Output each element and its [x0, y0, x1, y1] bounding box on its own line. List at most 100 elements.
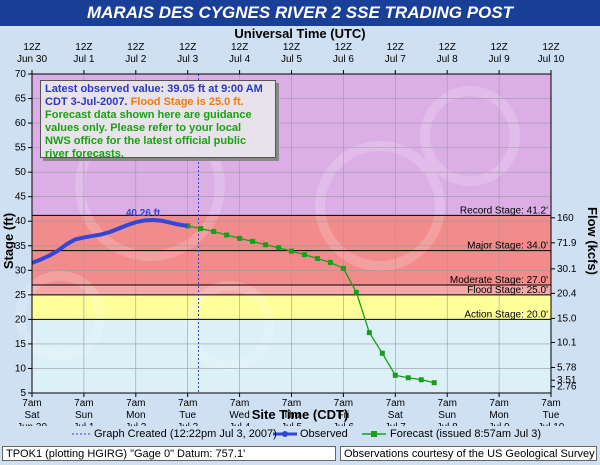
note-line-5: NWS office for the latest official publi… [45, 135, 247, 147]
top-tick-label: 12Z [127, 42, 144, 53]
forecast-point [379, 350, 385, 356]
bottom-tick-label: Sun [75, 410, 93, 421]
legend-forecast-marker [371, 431, 377, 437]
forecast-point [392, 372, 398, 378]
bottom-axis-title: Site Time (CDT) [252, 407, 349, 422]
y-tick-label: 70 [15, 69, 27, 80]
bottom-tick-label: Fri [338, 410, 350, 421]
note-line-2: CDT 3-Jul-2007. Flood Stage is 25.0 ft. [45, 96, 271, 109]
stage-line-label: Record Stage: 41.2' [460, 205, 548, 216]
bottom-tick-label: 7am [334, 398, 353, 409]
forecast-point [250, 238, 256, 244]
bottom-tick-label: Tue [179, 410, 196, 421]
watermark-circle-4 [185, 281, 275, 371]
bottom-tick-label: Jul 5 [281, 422, 303, 426]
bottom-tick-label: Mon [126, 410, 145, 421]
forecast-point [263, 242, 269, 248]
data-credit: Observations courtesy of the US Geologic… [340, 446, 597, 461]
top-tick-label: Jul 3 [177, 54, 199, 65]
bottom-tick-label: Sun [438, 410, 456, 421]
bottom-tick-label: Jul 6 [333, 422, 355, 426]
flow-tick-label: 2.76 [557, 382, 577, 393]
bottom-tick-label: Jun 30 [17, 422, 47, 426]
forecast-point [276, 245, 282, 251]
y-tick-label: 40 [15, 216, 27, 227]
forecast-point [314, 256, 320, 262]
bottom-tick-label: 7am [282, 398, 301, 409]
y-tick-label: 5 [20, 388, 26, 399]
top-tick-label: Jul 5 [281, 54, 303, 65]
forecast-point [224, 232, 230, 238]
flow-tick-label: 10.1 [557, 337, 577, 348]
bottom-tick-label: 7am [437, 398, 456, 409]
bottom-tick-label: Tue [543, 410, 560, 421]
top-tick-label: 12Z [231, 42, 248, 53]
y-tick-label: 45 [15, 192, 27, 203]
watermark-circle-3 [15, 271, 105, 361]
flow-tick-label: 71.9 [557, 238, 577, 249]
bottom-tick-label: Jul 9 [489, 422, 511, 426]
bottom-tick-label: 7am [386, 398, 405, 409]
forecast-point [431, 380, 437, 386]
bottom-tick-label: Sat [388, 410, 403, 421]
flow-tick-label: 15.0 [557, 313, 577, 324]
note-line-6: river forecasts. [45, 148, 124, 160]
bottom-tick-label: Wed [229, 410, 249, 421]
bottom-tick-label: Jul 10 [538, 422, 565, 426]
y-tick-label: 10 [15, 363, 27, 374]
top-tick-label: 12Z [179, 42, 196, 53]
top-tick-label: Jul 2 [125, 54, 147, 65]
bottom-tick-label: 7am [74, 398, 93, 409]
gage-datum-info: TPOK1 (plotting HGIRG) "Gage 0" Datum: 7… [2, 446, 336, 461]
legend-observed-label: Observed [300, 428, 348, 440]
top-tick-label: Jul 10 [538, 54, 565, 65]
top-tick-label: Jul 6 [333, 54, 355, 65]
forecast-point [405, 375, 411, 381]
watermark-circle-1 [315, 141, 445, 271]
bottom-tick-label: 7am [541, 398, 560, 409]
top-tick-label: Jul 9 [489, 54, 511, 65]
bottom-tick-label: Jul 1 [73, 422, 95, 426]
chart-legend: Graph Created (12:22pm Jul 3, 2007) Obse… [0, 426, 598, 442]
stage-line-label: Major Stage: 34.0' [467, 241, 548, 252]
stage-line-label: Action Stage: 20.0' [464, 309, 548, 320]
top-tick-label: Jun 30 [17, 54, 47, 65]
watermark-circle-2 [420, 86, 520, 186]
top-tick-label: 12Z [75, 42, 92, 53]
forecast-point [418, 377, 424, 383]
bottom-tick-label: Jul 3 [177, 422, 199, 426]
forecast-point [366, 330, 372, 336]
y-tick-label: 30 [15, 265, 27, 276]
y-tick-label: 25 [15, 290, 27, 301]
bottom-tick-label: Mon [489, 410, 508, 421]
top-tick-label: 12Z [335, 42, 352, 53]
top-tick-label: Jul 8 [437, 54, 459, 65]
top-tick-label: Jul 4 [229, 54, 251, 65]
top-tick-label: 12Z [439, 42, 456, 53]
stage-line-label: Moderate Stage: 27.0' [450, 275, 548, 286]
top-tick-label: 12Z [542, 42, 559, 53]
note-date: CDT 3-Jul-2007. [45, 96, 128, 108]
legend-created-label: Graph Created (12:22pm Jul 3, 2007) [94, 428, 277, 440]
bottom-tick-label: Sat [24, 410, 39, 421]
legend-forecast-label: Forecast (issued 8:57am Jul 3) [390, 428, 542, 440]
stage-chart: Record Stage: 41.2' Major Stage: 34.0' Mod… [1, 26, 600, 426]
top-tick-label: Jul 1 [73, 54, 95, 65]
bottom-tick-label: Jul 8 [437, 422, 459, 426]
bottom-tick-label: Jul 7 [385, 422, 407, 426]
legend-observed-marker [282, 431, 288, 437]
forecast-point [327, 259, 333, 265]
forecast-point [301, 252, 307, 258]
flow-tick-label: 20.4 [557, 288, 577, 299]
bottom-tick-label: Jul 2 [125, 422, 147, 426]
bottom-tick-label: 7am [489, 398, 508, 409]
flow-tick-label: 160 [557, 213, 574, 224]
bottom-tick-label: Jul 4 [229, 422, 251, 426]
flow-tick-label: 30.1 [557, 264, 577, 275]
bottom-tick-label: 7am [178, 398, 197, 409]
flow-tick-label: 3.51 [557, 375, 577, 386]
top-tick-label: 12Z [490, 42, 507, 53]
note-line-3: Forecast data shown here are guidance [45, 109, 252, 121]
latest-observation-note: Latest observed value: 39.05 ft at 9:00 … [40, 80, 276, 160]
bottom-tick-label: Thu [283, 410, 300, 421]
